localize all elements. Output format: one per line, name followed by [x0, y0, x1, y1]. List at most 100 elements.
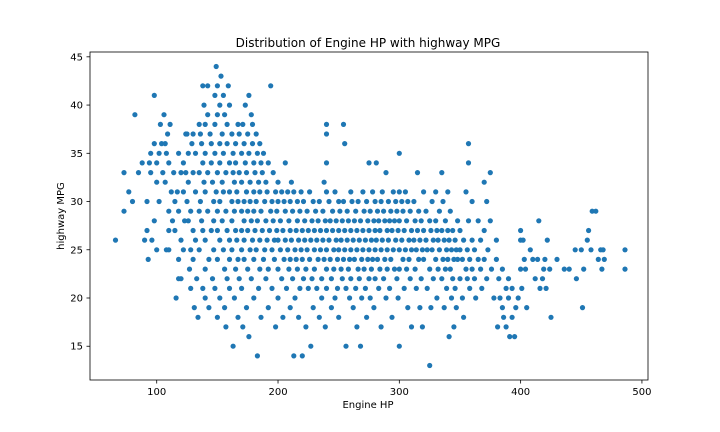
data-point	[505, 276, 512, 282]
data-point	[336, 227, 342, 234]
data-point	[593, 208, 599, 214]
data-point	[279, 189, 285, 195]
data-point	[270, 170, 276, 176]
data-point	[253, 198, 259, 205]
data-point	[499, 266, 505, 272]
data-point	[129, 198, 136, 205]
data-point	[360, 189, 366, 195]
data-point	[275, 266, 281, 272]
data-point	[308, 237, 314, 243]
data-point	[365, 218, 371, 224]
data-point	[396, 150, 402, 156]
data-point	[573, 276, 580, 282]
data-point	[459, 256, 465, 262]
data-point	[268, 208, 274, 214]
data-point	[377, 227, 383, 234]
data-point	[242, 160, 248, 166]
data-point	[217, 237, 223, 243]
data-point	[290, 208, 296, 214]
data-point	[493, 237, 499, 243]
data-point	[254, 150, 260, 156]
data-point	[292, 295, 298, 301]
data-point	[254, 218, 260, 224]
data-point	[338, 237, 344, 243]
data-point	[294, 198, 300, 205]
data-point	[452, 237, 458, 243]
data-point	[361, 266, 367, 272]
data-point	[379, 189, 385, 195]
data-point	[405, 198, 411, 205]
data-point	[214, 170, 220, 176]
data-point	[406, 237, 412, 243]
data-point	[222, 112, 228, 118]
data-point	[493, 256, 499, 262]
data-point	[348, 247, 354, 253]
data-point	[518, 266, 524, 272]
data-point	[217, 141, 223, 147]
data-point	[503, 285, 509, 291]
data-point	[214, 83, 220, 89]
data-point	[224, 276, 230, 282]
data-point	[372, 198, 378, 205]
data-point	[372, 247, 378, 253]
data-point	[391, 218, 398, 224]
data-point	[326, 237, 332, 243]
data-point	[252, 227, 258, 234]
data-point	[461, 314, 467, 320]
data-point	[245, 266, 251, 272]
data-point	[496, 276, 502, 282]
data-point	[323, 160, 330, 166]
data-point	[192, 150, 199, 156]
data-point	[497, 295, 503, 301]
data-point	[541, 266, 547, 272]
data-point	[484, 198, 490, 205]
data-point	[172, 227, 178, 234]
data-point	[447, 266, 453, 272]
data-point	[321, 256, 327, 262]
data-point	[300, 198, 307, 205]
data-point	[274, 227, 280, 234]
data-point	[393, 198, 399, 205]
data-point	[457, 227, 463, 234]
data-point	[251, 256, 257, 262]
data-point	[233, 160, 239, 166]
data-point	[154, 179, 160, 185]
data-point	[159, 141, 165, 147]
data-point	[315, 218, 321, 224]
data-point	[319, 295, 325, 301]
data-point	[444, 247, 450, 253]
data-point	[315, 256, 321, 262]
data-point	[542, 256, 548, 262]
data-point	[469, 266, 475, 272]
data-point	[367, 295, 373, 301]
data-point	[334, 256, 341, 262]
data-point	[399, 237, 405, 243]
data-point	[311, 266, 317, 272]
data-point	[178, 170, 184, 176]
data-point	[366, 276, 372, 282]
data-point	[491, 295, 497, 301]
data-point	[212, 121, 218, 127]
data-point	[219, 179, 225, 185]
data-point	[176, 150, 182, 156]
data-point	[595, 256, 601, 262]
data-point	[328, 305, 334, 311]
data-point	[423, 237, 429, 243]
data-point	[433, 256, 439, 262]
data-point	[311, 247, 317, 253]
data-point	[327, 218, 333, 224]
data-point	[132, 112, 138, 118]
data-point	[302, 237, 308, 243]
data-point	[223, 208, 229, 214]
data-point	[310, 305, 316, 311]
data-point	[239, 227, 245, 234]
data-point	[286, 266, 292, 272]
data-point	[219, 131, 225, 137]
data-point	[144, 227, 150, 234]
data-point	[182, 218, 188, 224]
data-point	[271, 237, 277, 243]
data-point	[345, 266, 351, 272]
data-point	[459, 295, 465, 301]
data-point	[241, 256, 247, 262]
data-point	[241, 237, 247, 243]
